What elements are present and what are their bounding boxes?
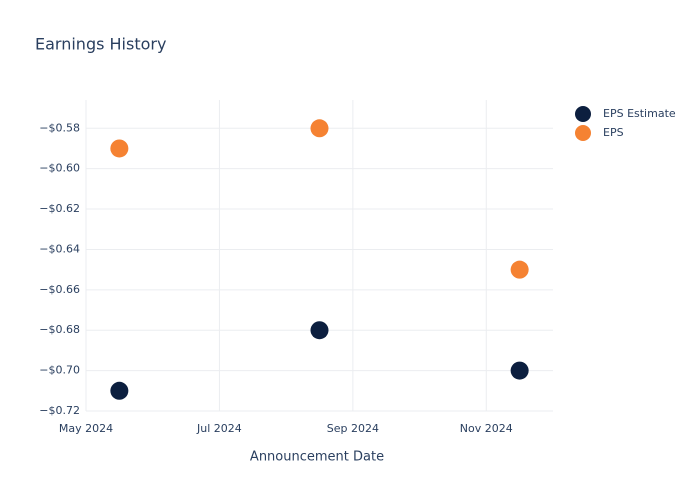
y-tick-label: −$0.64 — [39, 242, 80, 255]
y-tick-label: −$0.62 — [39, 202, 80, 215]
legend-label: EPS Estimate — [603, 107, 676, 120]
legend-label: EPS — [603, 126, 624, 139]
chart-title: Earnings History — [35, 35, 166, 54]
y-tick-label: −$0.60 — [39, 162, 80, 175]
point — [310, 119, 329, 138]
point — [110, 139, 129, 158]
legend-marker — [575, 106, 591, 122]
point — [510, 260, 529, 279]
y-tick-label: −$0.58 — [39, 121, 80, 134]
x-tick-label: Sep 2024 — [327, 422, 379, 435]
x-tick-label: Nov 2024 — [460, 422, 513, 435]
point — [510, 361, 529, 380]
legend-marker — [575, 125, 591, 141]
point — [310, 321, 329, 340]
y-tick-label: −$0.70 — [39, 364, 80, 377]
x-axis-label: Announcement Date — [250, 450, 384, 465]
x-tick-label: Jul 2024 — [196, 422, 242, 435]
y-tick-label: −$0.72 — [39, 404, 80, 417]
y-tick-label: −$0.66 — [39, 283, 80, 296]
y-tick-label: −$0.68 — [39, 323, 80, 336]
point — [110, 381, 129, 400]
x-tick-label: May 2024 — [59, 422, 113, 435]
